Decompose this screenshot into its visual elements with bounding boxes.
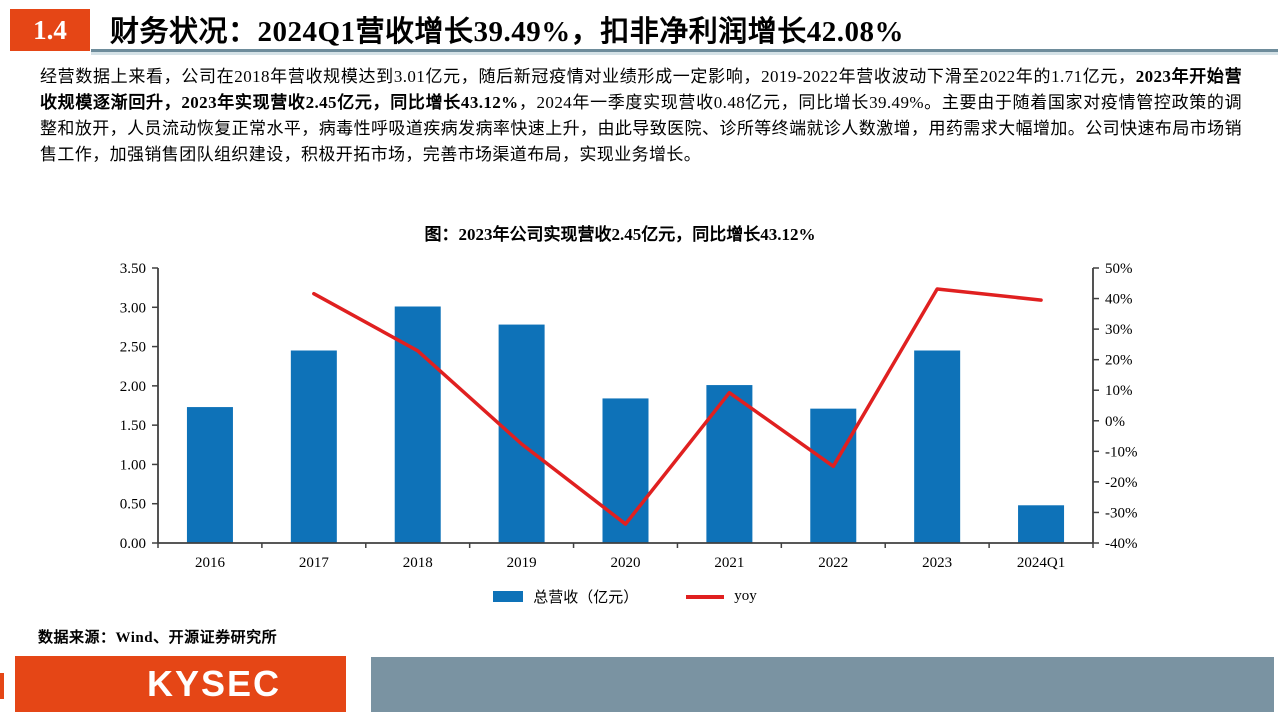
left-tick-label: 2.50	[120, 340, 146, 356]
right-tick-label: -10%	[1105, 444, 1138, 460]
section-number: 1.4	[33, 14, 67, 45]
right-tick-label: -20%	[1105, 475, 1138, 491]
footer-edge-accent	[0, 673, 4, 699]
revenue-bar-2016	[186, 407, 233, 543]
x-category-label: 2024Q1	[1017, 555, 1065, 571]
header-divider-light	[91, 52, 1278, 55]
right-tick-label: 20%	[1105, 353, 1133, 369]
body-text-segment: 经营数据上来看，公司在2018年营收规模达到3.01亿元，随后新冠疫情对业绩形成…	[40, 67, 1136, 86]
right-tick-label: 40%	[1105, 292, 1133, 308]
revenue-bar-2021	[706, 385, 753, 543]
right-tick-label: 0%	[1105, 414, 1125, 430]
section-number-badge: 1.4	[10, 9, 90, 51]
left-tick-label: 1.50	[120, 418, 146, 434]
left-tick-label: 0.50	[120, 497, 146, 513]
revenue-bar-2020	[602, 398, 649, 543]
x-category-label: 2022	[818, 555, 848, 571]
body-paragraph: 经营数据上来看，公司在2018年营收规模达到3.01亿元，随后新冠疫情对业绩形成…	[40, 64, 1242, 168]
x-category-label: 2020	[611, 555, 641, 571]
kysec-logo-text: KYSEC	[147, 663, 282, 704]
left-tick-label: 2.00	[120, 379, 146, 395]
data-source-note: 数据来源：Wind、开源证券研究所	[38, 630, 278, 646]
x-category-label: 2017	[299, 555, 330, 571]
header-divider-dark	[91, 49, 1278, 52]
chart-canvas: 0.00 0.50 1.00 1.50 2.00 2.50 3.00 3.50 -40% -30%…	[120, 261, 1138, 571]
chart-legend: 总营收（亿元） yoy	[0, 586, 1250, 607]
revenue-bar-2018	[394, 306, 441, 543]
right-tick-label: 30%	[1105, 322, 1133, 338]
left-tick-label: 3.50	[120, 261, 146, 277]
chart-title: 图：2023年公司实现营收2.45亿元，同比增长43.12%	[424, 225, 816, 244]
revenue-bar-2023	[914, 350, 961, 543]
x-category-label: 2016	[195, 555, 226, 571]
legend-line-label: yoy	[734, 588, 757, 604]
left-tick-label: 1.00	[120, 457, 146, 473]
revenue-bar-2024Q1	[1018, 505, 1065, 543]
legend-bar-swatch	[493, 591, 524, 602]
x-category-label: 2021	[714, 555, 744, 571]
body-text-segment: ，2024年一季度实现营收0.48亿元，同比增长39.49%。主要由于随着国家对…	[40, 93, 1242, 164]
right-tick-label: -40%	[1105, 536, 1138, 552]
legend-line-swatch	[686, 594, 725, 599]
page-title: 财务状况：2024Q1营收增长39.49%，扣非净利润增长42.08%	[110, 16, 905, 48]
footer-color-band	[371, 657, 1274, 712]
revenue-yoy-chart: 0.00 0.50 1.00 1.50 2.00 2.50 3.00 3.50 -40% -30%…	[0, 250, 1280, 580]
body-text-highlight: 2023年开始营收规模逐渐回升，2023年实现营收2.45亿元，同比增长43.1…	[40, 67, 1242, 112]
right-tick-label: -30%	[1105, 505, 1138, 521]
legend-bar-label: 总营收（亿元）	[533, 590, 639, 606]
x-category-label: 2019	[507, 555, 537, 571]
left-tick-label: 3.00	[120, 300, 146, 316]
left-tick-label: 0.00	[120, 536, 146, 552]
right-tick-label: 10%	[1105, 383, 1133, 399]
revenue-bar-2017	[290, 350, 337, 543]
x-category-label: 2018	[403, 555, 433, 571]
revenue-bar-2022	[810, 408, 857, 543]
right-tick-label: 50%	[1105, 261, 1133, 277]
x-category-label: 2023	[922, 555, 952, 571]
revenue-bar-2019	[498, 324, 545, 543]
kysec-logo: KYSEC	[15, 656, 346, 712]
yoy-line	[312, 287, 1043, 526]
